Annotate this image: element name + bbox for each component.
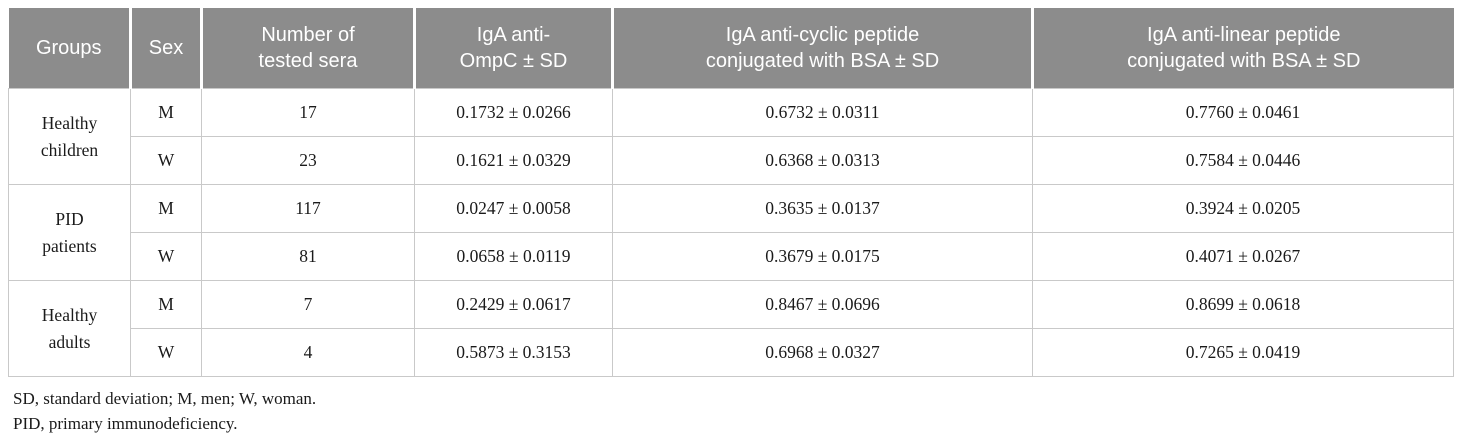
sera-count-cell: 23 [201, 136, 415, 185]
linear-value-cell: 0.7760 ± 0.0461 [1032, 88, 1454, 137]
footnote-pid: PID, primary immunodeficiency. [13, 414, 238, 433]
cyclic-value-cell: 0.3679 ± 0.0175 [612, 232, 1033, 281]
col-header-sex: Sex [129, 8, 202, 89]
ompc-value-cell: 0.0658 ± 0.0119 [414, 232, 613, 281]
sera-count-cell: 117 [201, 184, 415, 233]
table-footnotes: SD, standard deviation; M, men; W, woman… [8, 386, 1453, 436]
table-row: Healthy adults M 7 0.2429 ± 0.0617 0.846… [8, 280, 1454, 377]
linear-value-cell: 0.3924 ± 0.0205 [1032, 184, 1454, 233]
table-row: Healthy children M 17 0.1732 ± 0.0266 0.… [8, 88, 1454, 185]
sex-cell: W [130, 328, 202, 377]
linear-value-cell: 0.7584 ± 0.0446 [1032, 136, 1454, 185]
ompc-value-cell: 0.2429 ± 0.0617 [414, 280, 613, 329]
col-header-iga-anti-cyclic: IgA anti-cyclic peptide conjugated with … [611, 8, 1033, 89]
table-row: PID patients M 117 0.0247 ± 0.0058 0.363… [8, 184, 1454, 281]
group-cell-pid-patients: PID patients [8, 184, 131, 281]
table-header-row: Groups Sex Number of tested sera IgA ant… [8, 8, 1454, 89]
sera-count-cell: 4 [201, 328, 415, 377]
sera-count-cell: 81 [201, 232, 415, 281]
ompc-value-cell: 0.1732 ± 0.0266 [414, 88, 613, 137]
sex-cell: W [130, 136, 202, 185]
group-cell-healthy-adults: Healthy adults [8, 280, 131, 377]
ompc-value-cell: 0.5873 ± 0.3153 [414, 328, 613, 377]
group-cell-healthy-children: Healthy children [8, 88, 131, 185]
results-table: Groups Sex Number of tested sera IgA ant… [8, 8, 1454, 377]
table-row: W 4 0.5873 ± 0.3153 0.6968 ± 0.0327 0.72… [9, 328, 1454, 377]
ompc-value-cell: 0.0247 ± 0.0058 [414, 184, 613, 233]
ompc-value-cell: 0.1621 ± 0.0329 [414, 136, 613, 185]
linear-value-cell: 0.4071 ± 0.0267 [1032, 232, 1454, 281]
sex-cell: W [130, 232, 202, 281]
col-header-iga-anti-linear: IgA anti-linear peptide conjugated with … [1031, 8, 1454, 89]
linear-value-cell: 0.7265 ± 0.0419 [1032, 328, 1454, 377]
sex-cell: M [130, 280, 202, 329]
cyclic-value-cell: 0.3635 ± 0.0137 [612, 184, 1033, 233]
table-row: W 81 0.0658 ± 0.0119 0.3679 ± 0.0175 0.4… [9, 232, 1454, 281]
footnote-abbreviations: SD, standard deviation; M, men; W, woman… [13, 389, 317, 408]
cyclic-value-cell: 0.6732 ± 0.0311 [612, 88, 1033, 137]
cyclic-value-cell: 0.6968 ± 0.0327 [612, 328, 1033, 377]
col-header-tested-sera: Number of tested sera [200, 8, 415, 89]
col-header-iga-anti-ompc: IgA anti- OmpC ± SD [413, 8, 613, 89]
sera-count-cell: 7 [201, 280, 415, 329]
cyclic-value-cell: 0.6368 ± 0.0313 [612, 136, 1033, 185]
sera-count-cell: 17 [201, 88, 415, 137]
sex-cell: M [130, 184, 202, 233]
cyclic-value-cell: 0.8467 ± 0.0696 [612, 280, 1033, 329]
linear-value-cell: 0.8699 ± 0.0618 [1032, 280, 1454, 329]
col-header-groups: Groups [8, 8, 131, 89]
sex-cell: M [130, 88, 202, 137]
table-row: W 23 0.1621 ± 0.0329 0.6368 ± 0.0313 0.7… [9, 136, 1454, 185]
